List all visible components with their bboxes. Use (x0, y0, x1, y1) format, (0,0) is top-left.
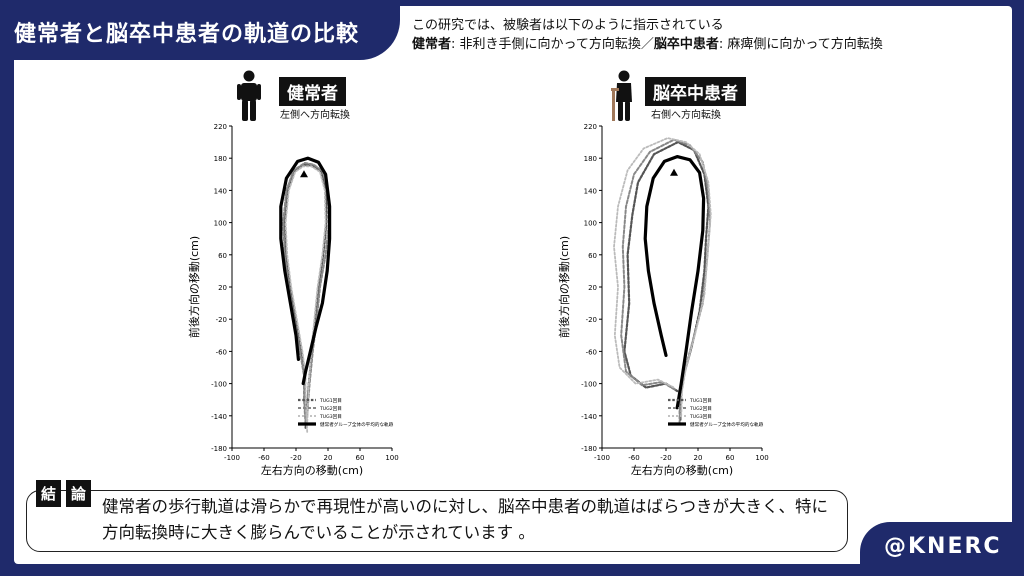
legend-label-2: TUG3回目 (689, 414, 712, 420)
y-tick-label: -60 (216, 348, 227, 356)
legend-label-3: 健常者グループ全体の平均的な軌跡 (690, 421, 764, 428)
trajectory-chart-stroke: -180 -140 -100 -60 -20 20 60 100 140 180 220 -100 -6… (557, 123, 769, 477)
title-band (0, 0, 400, 60)
healthy-bold: 健常者 (412, 37, 452, 52)
brand-logo: @KNERC (884, 534, 1002, 559)
y-tick-label: 180 (214, 155, 227, 163)
x-tick-label: 100 (755, 454, 768, 462)
x-tick-label: -60 (628, 454, 639, 462)
y-tick-label: 180 (584, 155, 597, 163)
legend-label-0: TUG1回目 (689, 398, 712, 404)
series-line-2 (613, 137, 712, 417)
series-line-3 (643, 155, 706, 410)
panel-sublabel-stroke: 右側へ方向転換 (651, 110, 721, 121)
y-tick-label: -140 (581, 413, 597, 421)
panel-label-stroke: 脳卒中患者 (645, 77, 746, 106)
instructions-line1: この研究では、被験者は以下のように指示されている (412, 18, 724, 33)
y-tick-label: -60 (586, 348, 597, 356)
y-axis-label: 前後方向の移動(cm) (557, 236, 571, 338)
legend-label-1: TUG2回目 (689, 406, 712, 412)
x-tick-label: -60 (258, 454, 269, 462)
legend-label-2: TUG3回目 (319, 414, 342, 420)
y-tick-label: -20 (586, 316, 597, 324)
series-line-2 (284, 165, 327, 433)
conclusion-box (26, 490, 848, 552)
x-axis-label: 左右方向の移動(cm) (631, 463, 733, 477)
instructions-line2: 健常者: 非利き手側に向かって方向転換／脳卒中患者: 麻痺側に向かって方向転換 (412, 35, 883, 54)
stroke-text: : 麻痺側に向かって方向転換 (718, 37, 883, 52)
y-tick-label: -100 (211, 381, 227, 389)
legend-label-3: 健常者グループ全体の平均的な軌跡 (320, 421, 394, 428)
start-triangle-marker (300, 170, 308, 178)
x-tick-label: 60 (356, 454, 365, 462)
elderly-person-icon (611, 70, 632, 121)
instructions: この研究では、被験者は以下のように指示されている 健常者: 非利き手側に向かって… (412, 16, 883, 54)
legend-label-1: TUG2回目 (319, 406, 342, 412)
conclusion-text: 健常者の歩行軌道は滑らかで再現性が高いのに対し、脳卒中患者の軌道はばらつきが大き… (102, 497, 828, 542)
healthy-text: : 非利き手側に向かって方向転換／ (451, 37, 654, 52)
slide (14, 6, 1012, 564)
y-tick-label: 220 (214, 123, 227, 131)
y-tick-label: -100 (581, 381, 597, 389)
series-line-3 (279, 156, 332, 386)
y-tick-label: 20 (218, 284, 227, 292)
y-tick-label: 20 (588, 284, 597, 292)
y-tick-label: 220 (584, 123, 597, 131)
person-icon (237, 70, 261, 121)
y-tick-label: -20 (216, 316, 227, 324)
brand-band (860, 522, 1024, 576)
x-tick-label: -20 (660, 454, 671, 462)
x-tick-label: -100 (594, 454, 610, 462)
conclusion-tag-1: 結 (36, 480, 62, 507)
y-tick-label: 60 (218, 252, 227, 260)
y-tick-label: 100 (584, 220, 597, 228)
panel-sublabel-healthy: 左側へ方向転換 (280, 110, 350, 121)
y-tick-label: 100 (214, 220, 227, 228)
conclusion-tag-2: 論 (66, 480, 92, 507)
x-tick-label: 100 (385, 454, 398, 462)
x-tick-label: 20 (694, 454, 703, 462)
y-tick-label: -180 (581, 445, 597, 453)
x-tick-label: 60 (726, 454, 735, 462)
x-tick-label: 20 (324, 454, 333, 462)
stroke-bold: 脳卒中患者 (653, 37, 719, 52)
start-triangle-marker (670, 168, 678, 176)
y-tick-label: 140 (214, 187, 227, 195)
y-tick-label: 140 (584, 187, 597, 195)
page-title: 健常者と脳卒中患者の軌道の比較 (14, 22, 360, 47)
x-tick-label: -100 (224, 454, 240, 462)
y-tick-label: -140 (211, 413, 227, 421)
y-axis-label: 前後方向の移動(cm) (187, 236, 201, 338)
y-tick-label: -180 (211, 445, 227, 453)
x-tick-label: -20 (290, 454, 301, 462)
y-tick-label: 60 (588, 252, 597, 260)
x-axis-label: 左右方向の移動(cm) (261, 463, 363, 477)
legend-label-0: TUG1回目 (319, 398, 342, 404)
panel-label-healthy: 健常者 (279, 77, 346, 106)
trajectory-chart-healthy: -180 -140 -100 -60 -20 20 60 100 140 180 220 -100 -6… (187, 123, 399, 477)
